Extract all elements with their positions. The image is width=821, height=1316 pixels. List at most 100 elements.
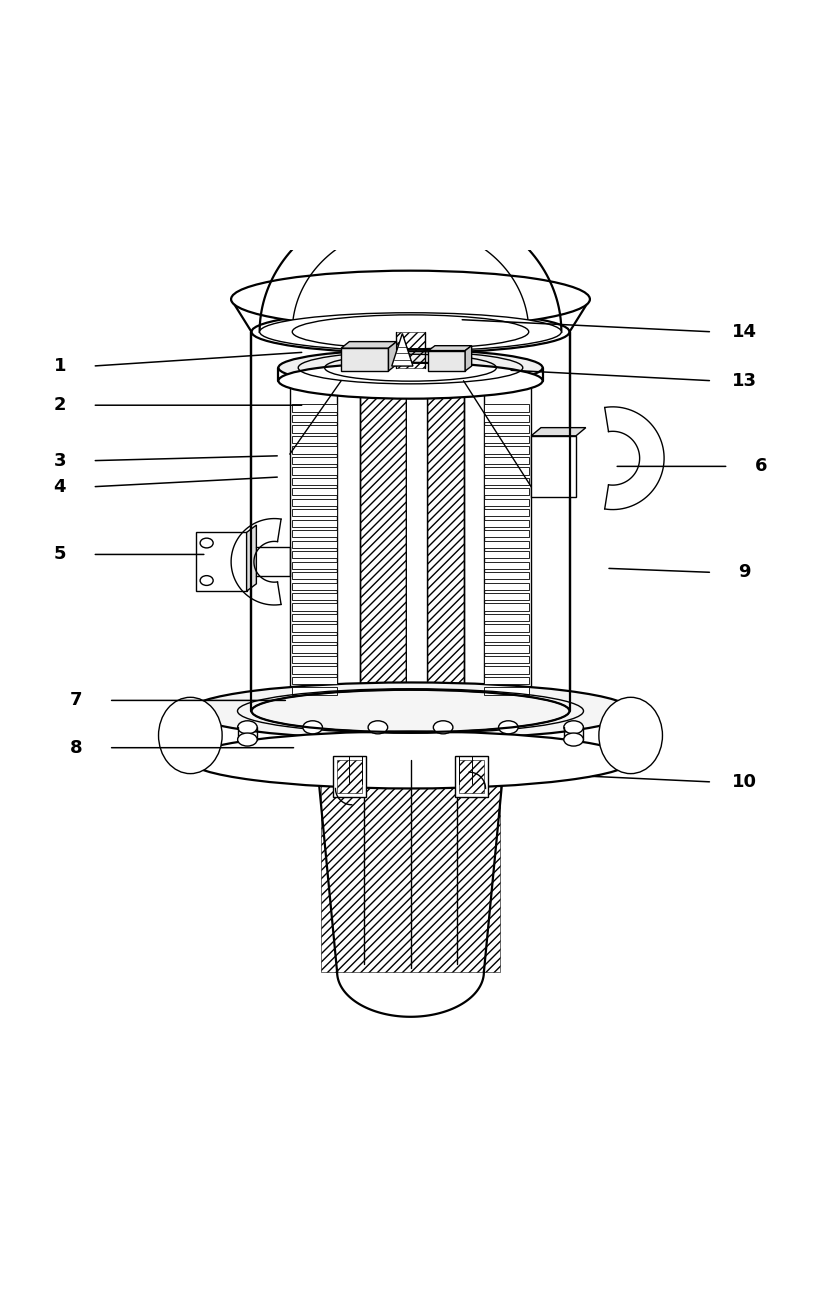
Bar [484, 541, 529, 547]
Bar [196, 533, 246, 591]
Text: 9: 9 [739, 563, 751, 582]
Bar [292, 478, 337, 486]
Bar [333, 755, 365, 796]
Ellipse shape [251, 311, 570, 353]
Bar [292, 634, 337, 642]
Ellipse shape [368, 721, 388, 734]
Ellipse shape [292, 315, 529, 349]
Bar [292, 436, 337, 443]
Bar [292, 604, 337, 611]
Text: 3: 3 [53, 451, 67, 470]
Ellipse shape [237, 721, 257, 734]
Text: 5: 5 [53, 545, 67, 563]
Bar [484, 530, 529, 537]
Bar [484, 425, 529, 433]
Polygon shape [342, 342, 397, 349]
Bar [484, 676, 529, 684]
Polygon shape [392, 333, 413, 366]
Ellipse shape [158, 697, 222, 774]
Text: 6: 6 [754, 458, 768, 475]
Bar [484, 615, 529, 621]
Text: 10: 10 [732, 772, 757, 791]
Bar [292, 530, 337, 537]
Bar [484, 404, 529, 412]
Bar [292, 551, 337, 558]
Bar [484, 488, 529, 496]
Bar [292, 615, 337, 621]
Bar [292, 520, 337, 526]
Bar [484, 625, 529, 632]
Bar [292, 666, 337, 674]
Bar [427, 380, 464, 715]
Bar [292, 488, 337, 496]
Bar [484, 666, 529, 674]
Bar [484, 446, 529, 454]
Text: 7: 7 [70, 691, 82, 709]
Bar [484, 562, 529, 569]
Bar [292, 594, 337, 600]
Bar [321, 769, 500, 1013]
Bar [484, 645, 529, 653]
Polygon shape [429, 346, 471, 350]
Text: 14: 14 [732, 322, 757, 341]
Polygon shape [429, 350, 466, 371]
Bar [484, 520, 529, 526]
Bar [460, 759, 484, 792]
Bar [484, 687, 529, 695]
Ellipse shape [251, 690, 570, 732]
Ellipse shape [433, 721, 453, 734]
Bar [292, 572, 337, 579]
Ellipse shape [200, 538, 213, 547]
Ellipse shape [599, 697, 663, 774]
Polygon shape [388, 342, 397, 371]
Bar [456, 755, 488, 796]
Bar [484, 509, 529, 516]
Bar [484, 634, 529, 642]
Bar [406, 380, 427, 715]
Bar [292, 655, 337, 663]
Bar [484, 436, 529, 443]
Ellipse shape [189, 683, 632, 740]
Bar [484, 594, 529, 600]
Bar [292, 541, 337, 547]
Bar [396, 332, 425, 367]
Bar [292, 645, 337, 653]
Bar [484, 467, 529, 475]
Ellipse shape [259, 313, 562, 351]
Bar [292, 676, 337, 684]
Bar [292, 562, 337, 569]
Bar [337, 759, 361, 792]
Bar [531, 436, 576, 497]
Bar [484, 583, 529, 590]
Bar [292, 425, 337, 433]
Text: 8: 8 [70, 738, 82, 757]
Ellipse shape [498, 721, 518, 734]
Bar [484, 655, 529, 663]
Bar [292, 499, 337, 505]
Polygon shape [342, 349, 388, 371]
Bar [360, 380, 406, 715]
Ellipse shape [200, 575, 213, 586]
Text: 13: 13 [732, 371, 757, 390]
Ellipse shape [278, 363, 543, 399]
Bar [292, 415, 337, 422]
Bar [292, 467, 337, 475]
Bar [292, 457, 337, 465]
Bar [292, 509, 337, 516]
Bar [484, 499, 529, 505]
Polygon shape [466, 346, 471, 371]
Polygon shape [246, 525, 256, 591]
Ellipse shape [303, 721, 323, 734]
Ellipse shape [189, 732, 632, 788]
Ellipse shape [231, 271, 590, 328]
Bar [484, 478, 529, 486]
Ellipse shape [564, 733, 584, 746]
Bar [292, 446, 337, 454]
Ellipse shape [564, 721, 584, 734]
Bar [484, 572, 529, 579]
Bar [321, 769, 500, 973]
Text: 1: 1 [53, 357, 67, 375]
Ellipse shape [278, 350, 543, 386]
Ellipse shape [237, 733, 257, 746]
Polygon shape [531, 428, 586, 436]
